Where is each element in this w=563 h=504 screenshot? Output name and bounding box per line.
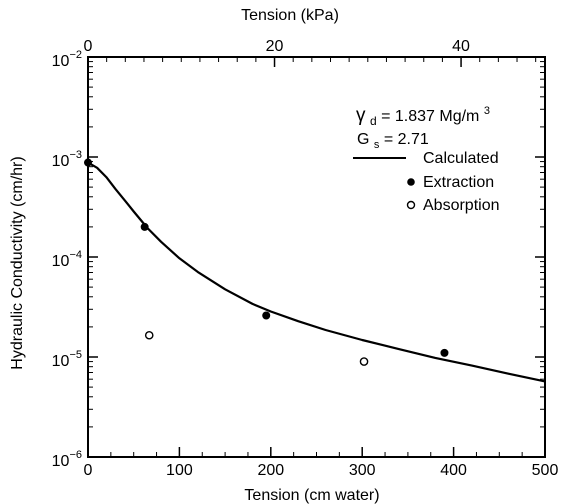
gs-symbol: G [357,131,369,148]
gamma-subscript: d [370,114,377,128]
x-tick-label: 300 [349,462,376,479]
extraction-point [440,348,449,357]
annotation-specific-gravity: G s = 2.71 [357,131,429,152]
legend-label-calculated: Calculated [423,150,499,167]
series-layer [84,158,546,383]
y-tick-label: 10−6 [52,449,82,470]
x-axis-label: Tension (cm water) [244,487,379,504]
legend-open-circle-swatch [406,200,416,210]
extraction-point [140,222,149,231]
legend-label-absorption: Absorption [423,197,500,214]
top-axis-label: Tension (kPa) [241,7,339,24]
y-tick-label: 10−3 [52,149,82,170]
tick-labels: 0 100 200 300 400 500 0 20 40 10−6 10−5 10−4 10−3 10−… [52,38,559,479]
legend-label-extraction: Extraction [423,174,494,191]
y-tick-label: 10−4 [52,249,82,270]
top-tick-label: 40 [452,38,470,55]
x-tick-label: 500 [532,462,559,479]
series-calculated-line [87,161,546,383]
top-tick-label: 20 [266,38,284,55]
gs-value: = 2.71 [384,131,429,148]
x-tick-label: 400 [440,462,467,479]
absorption-point [359,357,369,366]
x-tick-label: 100 [166,462,193,479]
gamma-superscript: 3 [484,105,490,117]
gs-subscript: s [374,139,380,151]
legend: γ d = 1.837 Mg/m 3 G s = 2.71 Calculated… [353,105,500,214]
annotation-dry-density: γ d = 1.837 Mg/m 3 [356,105,490,129]
top-tick-label: 0 [84,38,93,55]
axis-ticks [87,56,546,458]
y-tick-label: 10−2 [52,49,82,70]
x-tick-label: 0 [84,462,93,479]
gamma-symbol: γ [356,105,366,126]
absorption-point [144,330,154,340]
x-tick-label: 200 [257,462,284,479]
y-axis-label: Hydraulic Conductivity (cm/hr) [9,156,26,369]
y-tick-label: 10−5 [52,349,82,370]
extraction-point [84,158,92,167]
gamma-value: = 1.837 Mg/m [381,108,479,125]
extraction-point [262,311,271,320]
legend-filled-circle-swatch [407,178,415,186]
